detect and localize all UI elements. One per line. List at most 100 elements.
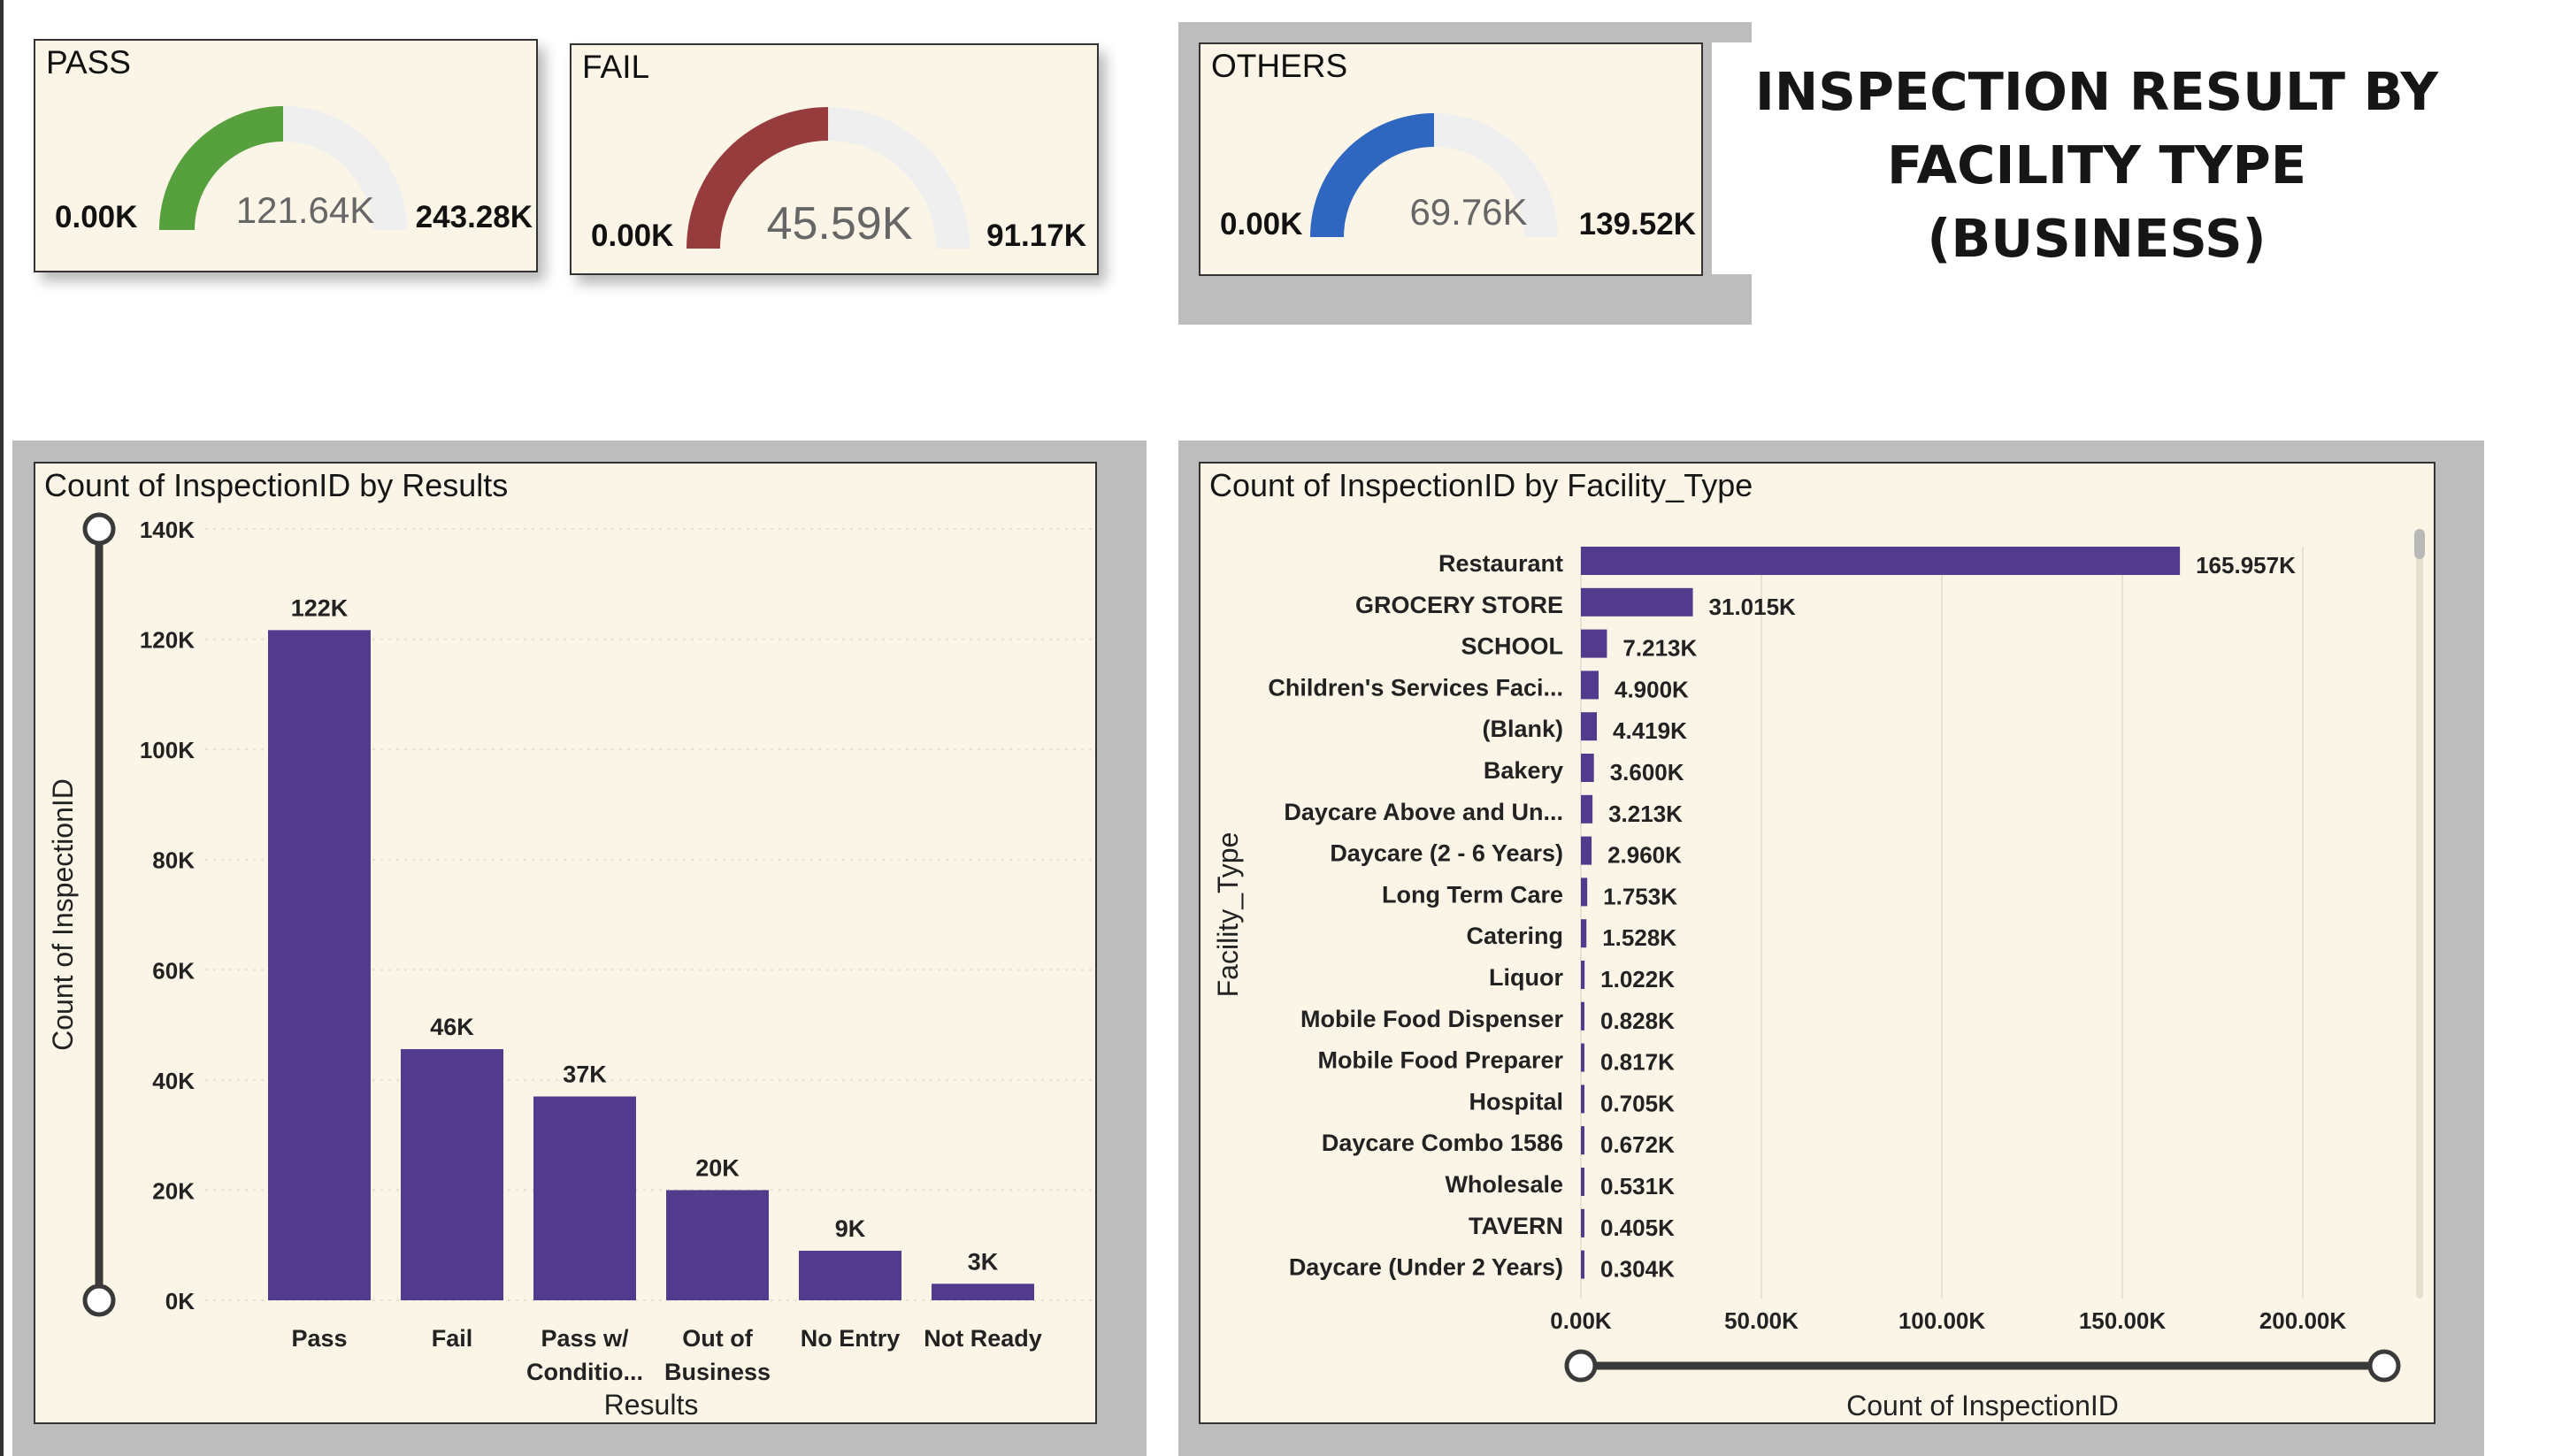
facility-chart-title: Count of InspectionID by Facility_Type	[1209, 467, 1753, 503]
x-tick-label: 0.00K	[1550, 1307, 1612, 1334]
facility-bar-chart: 0.00K 50.00K 100.00K 150.00K 200.00K 165.957K…	[1212, 529, 2425, 1422]
facility-bar	[1581, 836, 1592, 865]
facility-bar	[1581, 1043, 1584, 1072]
facility-category-label: Children's Services Faci...	[1268, 674, 1563, 701]
results-category-label: Conditio...	[526, 1359, 643, 1385]
page-title-line-1: INSPECTION RESULT BY	[1754, 61, 2439, 122]
others-kpi-title: OTHERS	[1211, 48, 1348, 84]
page-left-border	[0, 0, 4, 1456]
x-range-slider-handle-left	[1564, 1349, 1598, 1383]
facility-bar-data-label: 3.213K	[1608, 801, 1683, 827]
facility-bar	[1581, 1126, 1584, 1155]
results-bar	[932, 1284, 1034, 1300]
y-tick-label: 120K	[140, 627, 195, 654]
y-tick-label: 40K	[152, 1068, 195, 1094]
x-tick-label: 50.00K	[1724, 1307, 1799, 1334]
facility-bar-data-label: 1.528K	[1602, 924, 1676, 951]
results-y-axis-title: Count of InspectionID	[47, 778, 79, 1051]
facility-category-label: Hospital	[1469, 1088, 1563, 1115]
facility-y-axis-title: Facility_Type	[1212, 832, 1244, 998]
y-tick-label: 20K	[152, 1177, 195, 1204]
facility-bar-data-label: 1.753K	[1603, 883, 1677, 909]
results-bar-data-label: 20K	[695, 1154, 740, 1181]
others-kpi-card[interactable]: OTHERS 0.00K 69.76K 139.52K	[1199, 42, 1703, 276]
facility-bar	[1581, 1084, 1584, 1114]
facility-category-label: (Blank)	[1482, 716, 1563, 742]
results-bar-data-label: 3K	[968, 1248, 999, 1275]
y-tick-label: 60K	[152, 957, 195, 984]
facility-bar-data-label: 1.022K	[1600, 966, 1675, 992]
results-bar	[401, 1049, 503, 1300]
x-tick-label: 150.00K	[2079, 1307, 2167, 1334]
facility-bar-data-label: 0.705K	[1600, 1090, 1675, 1116]
fail-kpi-title: FAIL	[582, 49, 650, 85]
facility-category-label: Daycare Combo 1586	[1322, 1130, 1563, 1156]
facility-category-label: Catering	[1466, 923, 1563, 949]
results-category-label: Pass w/	[541, 1325, 629, 1352]
facility-category-label: Daycare Above and Un...	[1284, 799, 1563, 825]
results-bar	[533, 1096, 636, 1300]
facility-bar-data-label: 4.900K	[1615, 676, 1689, 702]
pass-kpi-card[interactable]: PASS 0.00K 121.64K 243.28K	[34, 39, 538, 272]
results-bar	[799, 1250, 901, 1300]
facility-bar-data-label: 7.213K	[1622, 635, 1697, 662]
facility-category-label: Liquor	[1489, 964, 1563, 991]
facility-category-label: TAVERN	[1469, 1213, 1563, 1239]
pass-gauge-value: 121.64K	[235, 189, 375, 231]
results-bar	[666, 1190, 769, 1300]
facility-scrollbar-track	[2416, 529, 2423, 1299]
fail-gauge	[687, 107, 970, 249]
facility-category-label: Mobile Food Preparer	[1317, 1047, 1563, 1074]
facility-bar-data-label: 0.531K	[1600, 1173, 1675, 1199]
x-range-slider-handle-right	[2367, 1349, 2401, 1383]
facility-bar	[1581, 547, 2181, 575]
facility-bar-data-label: 165.957K	[2196, 552, 2296, 579]
x-tick-label: 100.00K	[1898, 1307, 1986, 1334]
others-gauge-max: 139.52K	[1578, 207, 1696, 241]
facility-bar	[1581, 712, 1598, 741]
fail-gauge-min: 0.00K	[591, 218, 674, 253]
results-category-label: Pass	[291, 1325, 347, 1352]
results-category-label: No Entry	[801, 1325, 901, 1352]
page-title: INSPECTION RESULT BY FACILITY TYPE (BUSI…	[1734, 55, 2459, 275]
others-gauge-fill	[1310, 113, 1434, 237]
facility-chart-card[interactable]: Count of InspectionID by Facility_Type 0…	[1199, 462, 2435, 1424]
results-bar-data-label: 9K	[835, 1215, 866, 1242]
results-chart-card[interactable]: Count of InspectionID by Results 0K 20K 40…	[34, 462, 1097, 1424]
facility-bar-data-label: 4.419K	[1613, 717, 1687, 744]
facility-category-label: SCHOOL	[1461, 633, 1563, 660]
results-category-label: Out of	[682, 1325, 753, 1352]
facility-bar-data-label: 0.405K	[1600, 1215, 1675, 1241]
others-gauge-min: 0.00K	[1220, 207, 1303, 241]
x-tick-label: 200.00K	[2259, 1307, 2347, 1334]
fail-gauge-max: 91.17K	[986, 218, 1086, 253]
facility-category-label: GROCERY STORE	[1355, 592, 1563, 618]
facility-category-label: Restaurant	[1438, 550, 1563, 577]
facility-bar	[1581, 671, 1599, 700]
results-bar-data-label: 37K	[563, 1061, 607, 1088]
fail-kpi-card[interactable]: FAIL 0.00K 45.59K 91.17K	[570, 43, 1099, 275]
facility-category-label: Daycare (Under 2 Years)	[1289, 1254, 1563, 1281]
others-gauge	[1310, 113, 1558, 237]
facility-bar-data-label: 0.817K	[1600, 1049, 1675, 1076]
results-bar-data-label: 122K	[291, 594, 349, 621]
facility-bar	[1581, 919, 1587, 948]
facility-bar	[1581, 794, 1593, 824]
results-x-axis-title: Results	[604, 1389, 699, 1421]
facility-bar	[1581, 587, 1693, 617]
results-chart-title: Count of InspectionID by Results	[44, 467, 509, 503]
facility-bar	[1581, 1208, 1584, 1238]
facility-bar	[1581, 961, 1585, 989]
facility-bar-data-label: 0.304K	[1600, 1256, 1675, 1283]
facility-bar	[1581, 629, 1607, 658]
results-bar-data-label: 46K	[430, 1014, 474, 1040]
facility-bar-data-label: 31.015K	[1709, 594, 1797, 620]
results-bar	[268, 630, 371, 1300]
y-tick-label: 140K	[140, 517, 195, 543]
facility-bar	[1581, 1168, 1584, 1196]
facility-bar-data-label: 2.960K	[1607, 842, 1682, 869]
facility-bar	[1581, 1250, 1584, 1279]
y-range-slider-handle-bottom	[82, 1284, 116, 1317]
fail-gauge-value: 45.59K	[766, 198, 913, 249]
